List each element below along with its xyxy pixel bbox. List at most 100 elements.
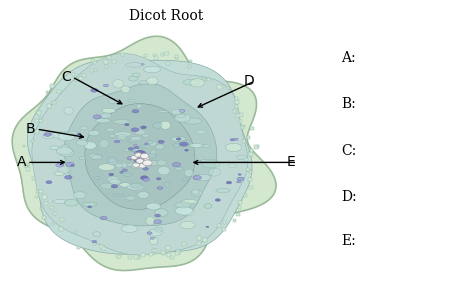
Ellipse shape [215, 199, 220, 201]
Ellipse shape [237, 155, 246, 160]
Polygon shape [42, 195, 47, 199]
Ellipse shape [51, 132, 68, 138]
Polygon shape [226, 87, 228, 89]
Ellipse shape [146, 203, 161, 210]
Ellipse shape [126, 163, 135, 166]
Ellipse shape [155, 209, 168, 216]
Polygon shape [51, 223, 54, 225]
Ellipse shape [171, 109, 182, 115]
Polygon shape [35, 119, 38, 122]
Ellipse shape [139, 145, 148, 148]
Ellipse shape [157, 186, 163, 189]
Polygon shape [32, 177, 35, 180]
Ellipse shape [134, 151, 140, 155]
Ellipse shape [73, 192, 86, 199]
Ellipse shape [145, 143, 149, 145]
Polygon shape [79, 77, 83, 80]
Polygon shape [250, 149, 253, 152]
Ellipse shape [179, 110, 185, 112]
Ellipse shape [150, 237, 158, 245]
Ellipse shape [155, 214, 161, 217]
Ellipse shape [102, 108, 116, 113]
Ellipse shape [93, 232, 100, 237]
Ellipse shape [121, 86, 130, 93]
Ellipse shape [122, 169, 128, 172]
Ellipse shape [90, 154, 98, 159]
Ellipse shape [202, 145, 210, 147]
Ellipse shape [184, 118, 202, 124]
Ellipse shape [139, 151, 146, 155]
Ellipse shape [148, 141, 156, 146]
Ellipse shape [56, 163, 64, 167]
Polygon shape [121, 53, 124, 56]
Ellipse shape [80, 126, 88, 130]
Ellipse shape [204, 204, 212, 208]
Ellipse shape [108, 159, 118, 165]
Polygon shape [104, 60, 108, 64]
Ellipse shape [128, 76, 138, 81]
Ellipse shape [158, 166, 170, 175]
Ellipse shape [141, 64, 144, 65]
Ellipse shape [131, 164, 142, 168]
Ellipse shape [150, 237, 155, 240]
Polygon shape [175, 55, 178, 58]
Text: A: A [17, 155, 26, 169]
Ellipse shape [151, 150, 156, 155]
Polygon shape [244, 194, 247, 197]
Polygon shape [236, 213, 240, 216]
Ellipse shape [164, 182, 170, 187]
Ellipse shape [137, 104, 142, 108]
Ellipse shape [84, 142, 96, 149]
Ellipse shape [209, 168, 220, 176]
Polygon shape [60, 218, 64, 221]
Polygon shape [176, 250, 180, 253]
Polygon shape [162, 252, 166, 255]
Polygon shape [234, 108, 237, 111]
Ellipse shape [46, 181, 52, 184]
Polygon shape [249, 152, 254, 156]
Polygon shape [106, 66, 109, 68]
Ellipse shape [113, 119, 130, 124]
Polygon shape [46, 91, 48, 93]
Polygon shape [26, 167, 30, 171]
Ellipse shape [88, 130, 100, 136]
Circle shape [131, 155, 137, 160]
Polygon shape [154, 57, 158, 60]
Polygon shape [170, 256, 173, 259]
Polygon shape [23, 145, 26, 147]
Polygon shape [42, 216, 46, 219]
Ellipse shape [64, 107, 73, 115]
Circle shape [136, 159, 144, 163]
Ellipse shape [140, 154, 144, 156]
Ellipse shape [61, 145, 69, 153]
Ellipse shape [98, 164, 115, 171]
Text: Dicot Root: Dicot Root [129, 9, 203, 23]
Ellipse shape [184, 149, 189, 151]
Polygon shape [246, 150, 248, 152]
Ellipse shape [79, 157, 86, 160]
Polygon shape [242, 125, 245, 127]
Ellipse shape [82, 202, 97, 206]
Polygon shape [154, 249, 157, 252]
Polygon shape [27, 127, 29, 129]
Polygon shape [117, 255, 119, 258]
Ellipse shape [143, 167, 148, 170]
Polygon shape [82, 74, 86, 77]
Ellipse shape [76, 140, 88, 146]
Ellipse shape [135, 158, 138, 160]
Polygon shape [174, 252, 179, 255]
Ellipse shape [173, 144, 180, 147]
Polygon shape [57, 90, 61, 93]
Ellipse shape [206, 226, 209, 228]
Ellipse shape [133, 144, 137, 146]
Ellipse shape [237, 177, 244, 181]
Polygon shape [167, 253, 171, 257]
Polygon shape [144, 54, 147, 57]
Polygon shape [32, 129, 35, 131]
Polygon shape [37, 111, 41, 115]
Ellipse shape [135, 157, 140, 160]
Polygon shape [235, 100, 239, 104]
Text: D:: D: [341, 190, 357, 204]
Polygon shape [242, 140, 245, 143]
Ellipse shape [108, 98, 119, 104]
